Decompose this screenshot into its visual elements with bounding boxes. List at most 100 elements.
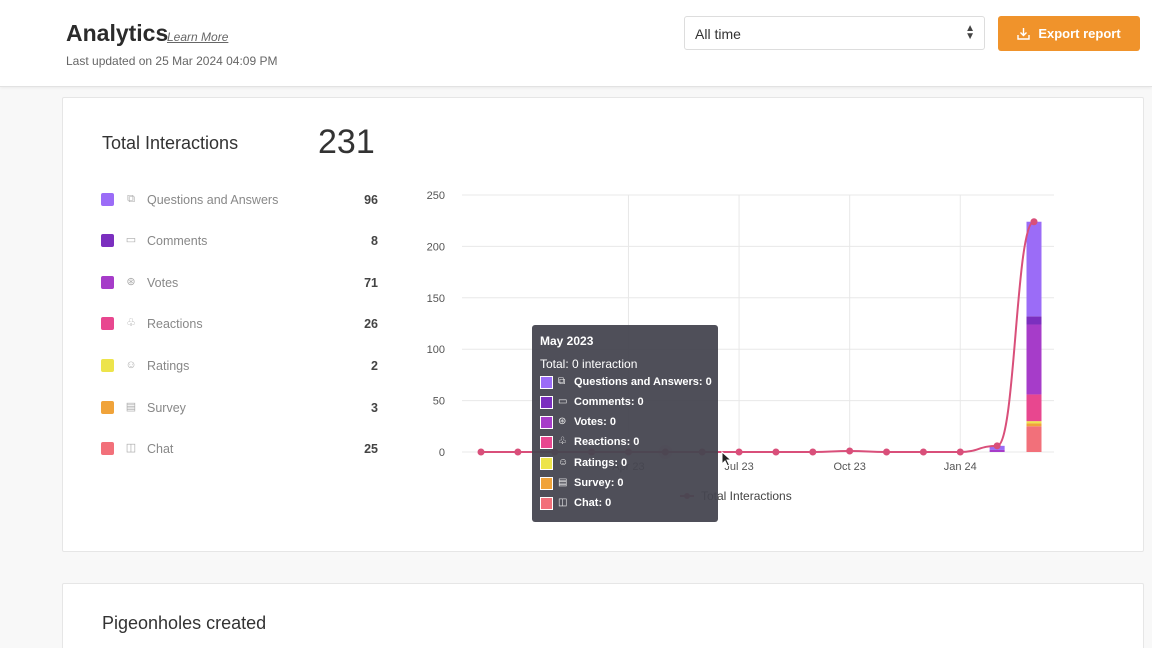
tooltip-row-label: Chat: 0	[574, 497, 612, 509]
bar-segment	[1026, 394, 1042, 422]
legend-label: Questions and Answers	[147, 193, 279, 207]
comment-icon: ▭	[125, 234, 137, 246]
vote-icon: ⊛	[558, 416, 567, 427]
line-point	[772, 448, 780, 456]
legend-item-ratings[interactable]: ☺ Ratings 2	[101, 358, 378, 374]
legend-value: 3	[371, 401, 378, 415]
line-point	[1030, 218, 1038, 226]
legend-value: 8	[371, 234, 378, 248]
legend-label: Chat	[147, 442, 174, 456]
pigeonholes-title: Pigeonholes created	[102, 613, 267, 633]
legend-value: 2	[371, 359, 378, 373]
tooltip-row-label: Comments: 0	[574, 396, 644, 408]
tooltip-row-chat: ◫ Chat: 0	[540, 496, 715, 510]
tooltip-swatch	[540, 457, 553, 470]
tooltip-swatch	[540, 436, 553, 449]
x-tick-label: Oct 23	[833, 461, 865, 473]
bar-segment	[1026, 423, 1042, 427]
bar-segment	[1026, 324, 1042, 395]
y-tick-label: 150	[427, 293, 445, 305]
bar-segment	[989, 449, 1005, 452]
legend-swatch	[101, 359, 114, 372]
tooltip-swatch	[540, 396, 553, 409]
page-header: Analytics Learn More Last updated on 25 …	[0, 0, 1152, 87]
legend-item-questions-and-answers[interactable]: ⧉ Questions and Answers 96	[101, 192, 378, 208]
line-point	[883, 448, 891, 456]
chart-legend-label: Total Interactions	[701, 489, 792, 503]
thumbs-up-icon: ♧	[558, 436, 567, 447]
mouse-cursor-icon	[721, 451, 733, 467]
legend-swatch	[101, 442, 114, 455]
legend-value: 96	[364, 193, 378, 207]
legend-label: Votes	[147, 276, 179, 290]
clipboard-icon: ▤	[125, 401, 137, 413]
legend-swatch	[101, 234, 114, 247]
bar-segment	[1026, 426, 1042, 452]
learn-more-link[interactable]: Learn More	[167, 30, 229, 44]
legend-label: Survey	[147, 401, 186, 415]
smiley-icon: ☺	[125, 359, 137, 371]
tooltip-swatch	[540, 477, 553, 490]
legend-item-comments[interactable]: ▭ Comments 8	[101, 233, 378, 249]
tooltip-title: May 2023	[540, 334, 594, 348]
time-range-value: All time	[695, 26, 741, 42]
y-tick-label: 0	[439, 447, 445, 459]
qna-icon: ⧉	[558, 376, 566, 387]
bar-segment	[1026, 221, 1042, 317]
comment-icon: ▭	[558, 396, 568, 407]
export-report-button[interactable]: Export report	[998, 16, 1140, 51]
chart-tooltip: May 2023 Total: 0 interaction ⧉ Question…	[532, 325, 718, 522]
qna-icon: ⧉	[127, 193, 135, 205]
total-interactions-count: 231	[318, 123, 375, 161]
time-range-select[interactable]: All time ▲ ▼	[684, 16, 985, 50]
tooltip-swatch	[540, 497, 553, 510]
chat-icon: ◫	[125, 442, 137, 454]
x-tick-label: Jul 23	[724, 461, 753, 473]
last-updated-text: Last updated on 25 Mar 2024 04:09 PM	[66, 54, 278, 68]
y-tick-label: 100	[427, 344, 445, 356]
legend-value: 71	[364, 276, 378, 290]
bar-segment	[1026, 316, 1042, 325]
legend-item-reactions[interactable]: ♧ Reactions 26	[101, 316, 378, 332]
y-tick-label: 200	[427, 241, 445, 253]
legend-swatch	[101, 401, 114, 414]
tooltip-total: Total: 0 interaction	[540, 357, 638, 371]
legend-item-survey[interactable]: ▤ Survey 3	[101, 400, 378, 416]
tooltip-row-label: Ratings: 0	[574, 457, 628, 469]
legend-value: 26	[364, 317, 378, 331]
x-tick-label: Jan 24	[944, 461, 977, 473]
legend-swatch	[101, 276, 114, 289]
smiley-icon: ☺	[558, 457, 569, 468]
clipboard-icon: ▤	[558, 477, 568, 488]
pigeonholes-card	[62, 583, 1144, 648]
total-interactions-title: Total Interactions	[102, 133, 239, 153]
line-point	[477, 448, 485, 456]
line-point	[956, 448, 964, 456]
legend-value: 25	[364, 442, 378, 456]
line-point	[514, 448, 522, 456]
legend-swatch	[101, 193, 114, 206]
thumbs-up-icon: ♧	[126, 317, 136, 329]
download-icon	[1017, 27, 1031, 40]
legend-item-chat[interactable]: ◫ Chat 25	[101, 441, 378, 457]
select-caret-icon: ▲ ▼	[965, 23, 975, 42]
tooltip-row-comments: ▭ Comments: 0	[540, 395, 715, 409]
line-point	[735, 448, 743, 456]
bar-segment	[1026, 421, 1042, 424]
legend-label: Reactions	[147, 317, 203, 331]
tooltip-row-label: Survey: 0	[574, 477, 624, 489]
tooltip-row-ratings: ☺ Ratings: 0	[540, 456, 715, 470]
y-tick-label: 250	[427, 190, 445, 202]
export-report-label: Export report	[1038, 26, 1121, 41]
legend-label: Comments	[147, 234, 208, 248]
chat-icon: ◫	[558, 497, 568, 508]
tooltip-row-reactions: ♧ Reactions: 0	[540, 435, 715, 449]
line-point	[919, 448, 927, 456]
tooltip-row-label: Votes: 0	[574, 416, 616, 428]
legend-item-votes[interactable]: ⊛ Votes 71	[101, 275, 378, 291]
line-point	[993, 442, 1001, 450]
vote-icon: ⊛	[126, 276, 136, 288]
line-point	[846, 447, 854, 455]
y-tick-label: 50	[433, 396, 445, 408]
